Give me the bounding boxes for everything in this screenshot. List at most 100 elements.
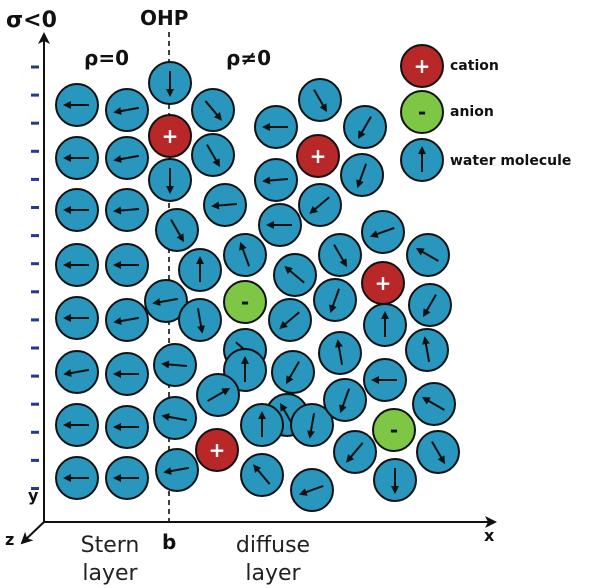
water-molecule <box>106 189 148 231</box>
rho-nonzero-label: ρ≠0 <box>226 46 271 70</box>
water-molecule <box>106 137 148 179</box>
anion-symbol: - <box>418 100 426 124</box>
legend-water-label: water molecule <box>450 153 571 169</box>
water-molecule <box>56 351 98 393</box>
surface-charge-mark <box>31 290 39 293</box>
water-molecule <box>314 279 356 321</box>
surface-charge-mark <box>31 318 39 321</box>
water-molecule <box>291 469 333 511</box>
stern-label-line1: Stern <box>62 532 158 560</box>
surface-charge-mark <box>31 262 39 265</box>
water-molecule <box>364 359 406 401</box>
cation-symbol: + <box>209 438 226 462</box>
anion-symbol: - <box>390 418 398 442</box>
water-molecule <box>197 374 239 416</box>
cation-symbol: + <box>162 124 179 148</box>
water-molecule <box>179 299 221 341</box>
cation-ion: + <box>196 429 238 471</box>
water-molecule <box>299 79 341 121</box>
water-molecule <box>241 454 283 496</box>
water-molecule <box>272 351 314 393</box>
water-molecule <box>56 244 98 286</box>
surface-charge-mark <box>31 122 39 125</box>
legend-anion-icon: - <box>401 91 443 133</box>
water-molecule <box>56 457 98 499</box>
water-molecule <box>362 211 404 253</box>
water-molecule <box>56 297 98 339</box>
water-molecule <box>334 431 376 473</box>
anion-symbol: - <box>241 290 249 314</box>
water-molecule <box>149 159 191 201</box>
water-molecule <box>413 383 455 425</box>
particles-layer: + + + + - - <box>56 62 459 511</box>
surface-charge-mark <box>31 94 39 97</box>
y-axis-label: y <box>28 486 38 505</box>
water-molecule <box>255 106 297 148</box>
water-molecule <box>149 62 191 104</box>
water-molecule <box>269 299 311 341</box>
surface-charge-mark <box>31 347 39 350</box>
water-molecule <box>224 234 266 276</box>
anion-ion: - <box>373 409 415 451</box>
surface-charge-mark <box>31 234 39 237</box>
water-molecule <box>179 249 221 291</box>
surface-charge-mark <box>31 206 39 209</box>
water-molecule <box>156 209 198 251</box>
water-molecule <box>374 459 416 501</box>
rho-zero-label: ρ=0 <box>84 46 129 70</box>
stern-label-line2: layer <box>62 560 158 588</box>
water-molecule <box>204 184 246 226</box>
surface-charge-mark <box>31 150 39 153</box>
water-molecule <box>56 137 98 179</box>
surface-charge-mark <box>31 375 39 378</box>
x-axis-label: x <box>484 526 494 545</box>
legend-anion-label: anion <box>450 104 494 120</box>
water-molecule <box>106 457 148 499</box>
surface-charge-label: σ<0 <box>6 8 57 33</box>
water-molecule <box>154 397 196 439</box>
water-molecule <box>192 134 234 176</box>
water-molecule <box>259 204 301 246</box>
water-molecule <box>241 404 283 446</box>
water-molecule <box>56 189 98 231</box>
water-molecule <box>299 184 341 226</box>
water-molecule <box>56 84 98 126</box>
water-molecule <box>106 353 148 395</box>
legend-cation-label: cation <box>450 58 499 74</box>
cation-symbol: + <box>375 271 392 295</box>
cation-ion: + <box>362 262 404 304</box>
water-molecule <box>106 89 148 131</box>
water-molecule <box>344 106 386 148</box>
surface-charge-mark <box>31 431 39 434</box>
cation-symbol: + <box>414 54 431 78</box>
cation-ion: + <box>297 135 339 177</box>
surface-charge-mark <box>31 403 39 406</box>
anion-ion: - <box>224 281 266 323</box>
water-molecule <box>319 332 361 374</box>
water-molecule <box>364 304 406 346</box>
water-molecule <box>192 89 234 131</box>
surface-charge-mark <box>31 459 39 462</box>
water-molecule <box>274 254 316 296</box>
water-molecule <box>106 406 148 448</box>
water-molecule <box>56 404 98 446</box>
surface-charge-mark <box>31 66 39 69</box>
water-molecule <box>319 234 361 276</box>
water-molecule <box>406 329 448 371</box>
stern-layer-label: Stern layer <box>62 532 158 588</box>
water-molecule <box>106 244 148 286</box>
diffuse-label-line1: diffuse <box>218 532 328 560</box>
surface-charge-marks <box>31 66 39 491</box>
water-molecule <box>409 284 451 326</box>
ohp-label: OHP <box>140 6 188 30</box>
diffuse-label-line2: layer <box>218 560 328 588</box>
z-axis <box>22 522 44 543</box>
water-molecule <box>255 159 297 201</box>
surface-charge-mark <box>31 178 39 181</box>
legend-cation-icon: + <box>401 45 443 87</box>
water-molecule <box>106 299 148 341</box>
boundary-b-label: b <box>162 530 176 554</box>
z-axis-label: z <box>5 530 14 549</box>
diffuse-layer-label: diffuse layer <box>218 532 328 588</box>
water-molecule <box>156 449 198 491</box>
